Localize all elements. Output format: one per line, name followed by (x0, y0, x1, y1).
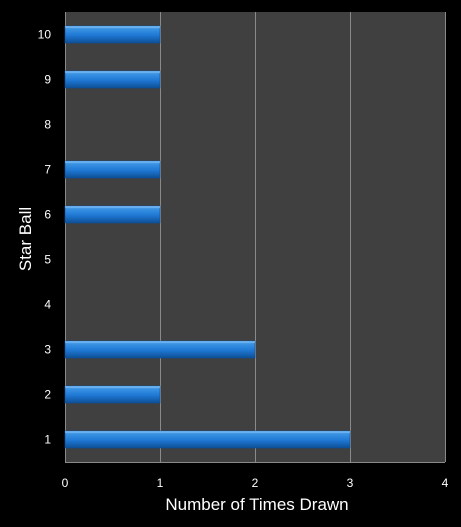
y-tick-label: 7 (44, 163, 51, 177)
bar-highlight (65, 71, 160, 73)
x-tick-label: 3 (347, 476, 354, 490)
y-tick-label: 4 (44, 298, 51, 312)
gridlines (65, 12, 446, 463)
bar-highlight (65, 341, 255, 343)
bar-highlight (65, 431, 350, 433)
bar-highlight (65, 26, 160, 28)
y-axis-title: Star Ball (16, 207, 35, 271)
y-tick-label: 2 (44, 388, 51, 402)
y-tick-label: 8 (44, 118, 51, 132)
bar-highlight (65, 206, 160, 208)
bar (64, 430, 351, 449)
y-tick-label: 10 (38, 28, 52, 42)
y-tick-labels: 1 2 3 4 5 6 7 8 9 10 (38, 28, 52, 447)
bar-highlight (65, 386, 160, 388)
x-tick-label: 0 (62, 476, 69, 490)
y-tick-label: 9 (44, 73, 51, 87)
bar (64, 385, 161, 404)
bar (64, 160, 161, 179)
y-tick-label: 5 (44, 253, 51, 267)
y-tick-label: 1 (44, 433, 51, 447)
bar (64, 205, 161, 224)
x-tick-label: 2 (252, 476, 259, 490)
x-tick-label: 4 (442, 476, 449, 490)
x-axis-title: Number of Times Drawn (165, 495, 348, 514)
bar (64, 70, 161, 89)
y-tick-label: 3 (44, 343, 51, 357)
bar (64, 340, 256, 359)
x-tick-labels: 0 1 2 3 4 (62, 476, 449, 490)
bar (64, 25, 161, 44)
bars (64, 25, 351, 449)
x-tick-label: 1 (157, 476, 164, 490)
bar-highlight (65, 161, 160, 163)
y-tick-label: 6 (44, 208, 51, 222)
